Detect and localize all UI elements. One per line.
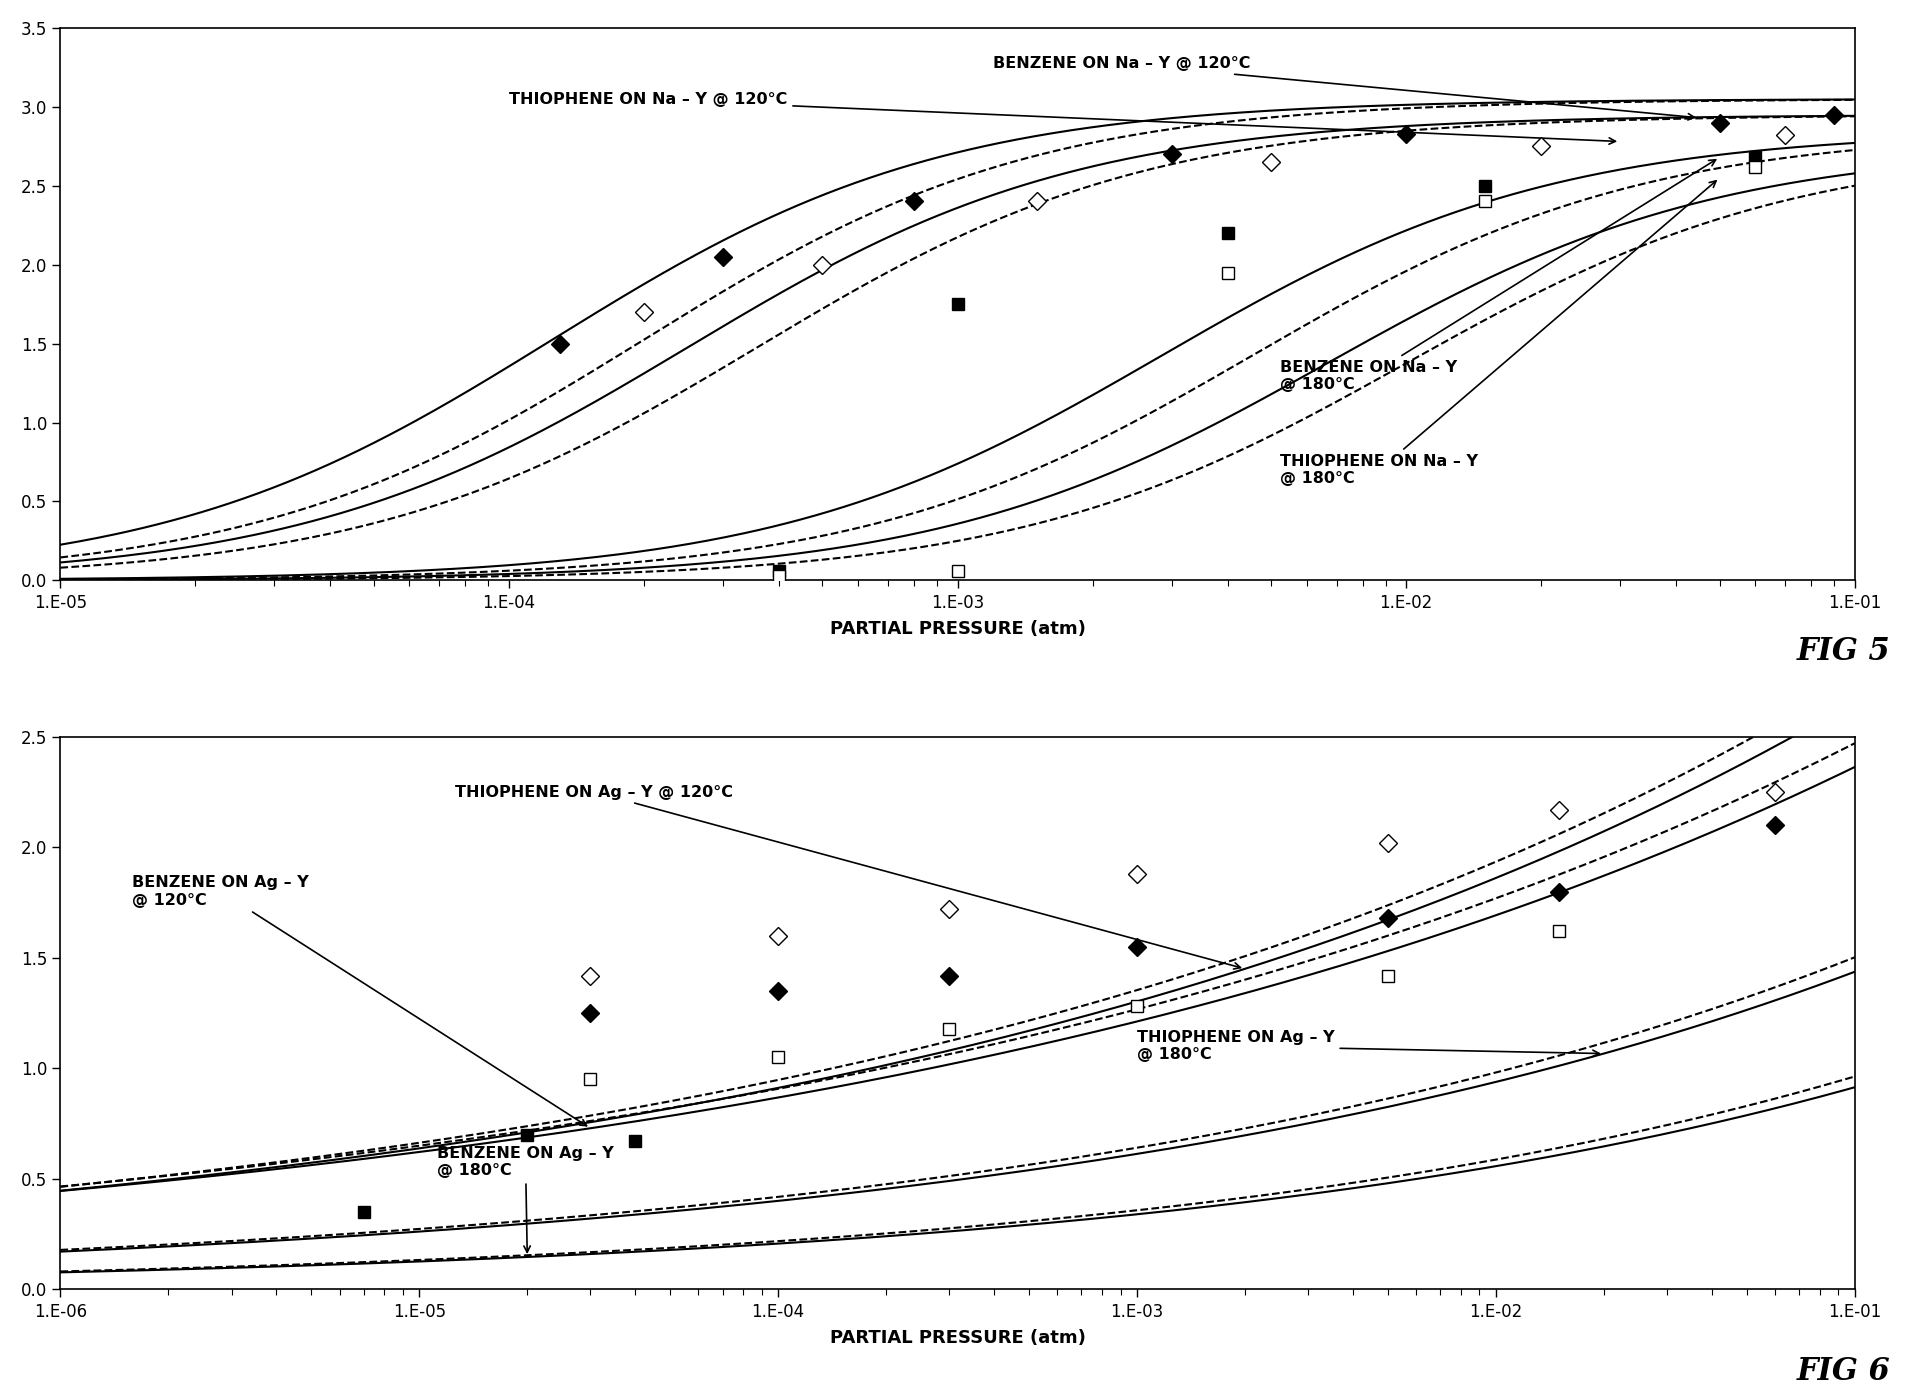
X-axis label: PARTIAL PRESSURE (atm): PARTIAL PRESSURE (atm) — [829, 620, 1086, 638]
Text: BENZENE ON Na – Y @ 120°C: BENZENE ON Na – Y @ 120°C — [993, 56, 1694, 120]
Text: FIG 6: FIG 6 — [1796, 1355, 1890, 1386]
Text: FIG 5: FIG 5 — [1796, 636, 1890, 666]
Text: THIOPHENE ON Ag – Y
@ 180°C: THIOPHENE ON Ag – Y @ 180°C — [1137, 1030, 1598, 1063]
Text: BENZENE ON Ag – Y
@ 120°C: BENZENE ON Ag – Y @ 120°C — [131, 875, 587, 1126]
Text: THIOPHENE ON Na – Y
@ 180°C: THIOPHENE ON Na – Y @ 180°C — [1280, 181, 1716, 486]
Text: BENZENE ON Ag – Y
@ 180°C: BENZENE ON Ag – Y @ 180°C — [436, 1147, 613, 1253]
Text: BENZENE ON Na – Y
@ 180°C: BENZENE ON Na – Y @ 180°C — [1280, 160, 1716, 392]
Text: THIOPHENE ON Ag – Y @ 120°C: THIOPHENE ON Ag – Y @ 120°C — [455, 784, 1240, 969]
X-axis label: PARTIAL PRESSURE (atm): PARTIAL PRESSURE (atm) — [829, 1329, 1086, 1347]
Text: THIOPHENE ON Na – Y @ 120°C: THIOPHENE ON Na – Y @ 120°C — [509, 92, 1615, 144]
